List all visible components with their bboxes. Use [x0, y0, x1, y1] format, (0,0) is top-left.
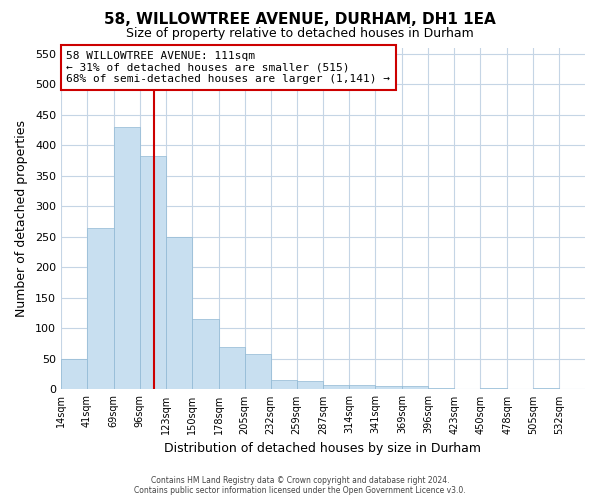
Bar: [245, 354, 271, 390]
Bar: [192, 319, 218, 390]
Bar: [349, 384, 376, 390]
Bar: [402, 386, 428, 390]
X-axis label: Distribution of detached houses by size in Durham: Distribution of detached houses by size …: [164, 442, 481, 455]
Bar: [296, 381, 323, 390]
Bar: [61, 359, 87, 390]
Text: Contains HM Land Registry data © Crown copyright and database right 2024.
Contai: Contains HM Land Registry data © Crown c…: [134, 476, 466, 495]
Bar: [87, 228, 114, 390]
Bar: [140, 156, 166, 390]
Bar: [271, 380, 296, 390]
Y-axis label: Number of detached properties: Number of detached properties: [15, 120, 28, 317]
Text: 58 WILLOWTREE AVENUE: 111sqm
← 31% of detached houses are smaller (515)
68% of s: 58 WILLOWTREE AVENUE: 111sqm ← 31% of de…: [66, 51, 390, 84]
Bar: [480, 388, 507, 390]
Bar: [114, 127, 140, 390]
Bar: [376, 386, 402, 390]
Bar: [323, 384, 349, 390]
Bar: [218, 346, 245, 390]
Bar: [533, 388, 559, 390]
Bar: [428, 388, 454, 390]
Bar: [166, 237, 192, 390]
Text: 58, WILLOWTREE AVENUE, DURHAM, DH1 1EA: 58, WILLOWTREE AVENUE, DURHAM, DH1 1EA: [104, 12, 496, 28]
Text: Size of property relative to detached houses in Durham: Size of property relative to detached ho…: [126, 28, 474, 40]
